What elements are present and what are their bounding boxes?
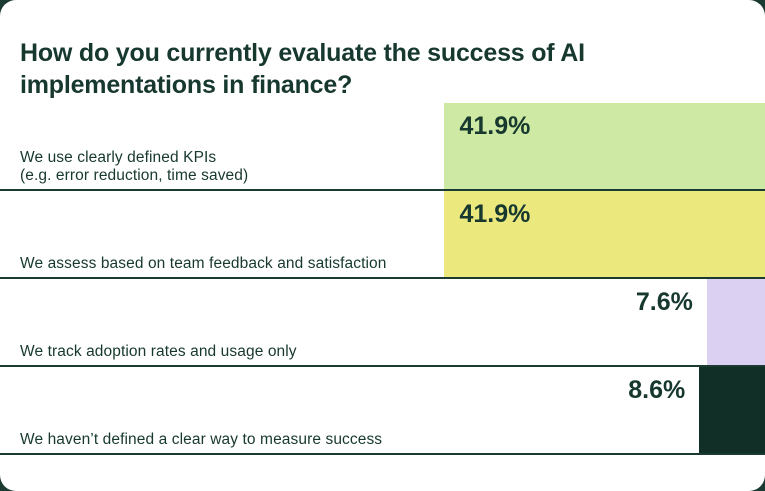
bar-category-line: We track adoption rates and usage only — [20, 343, 297, 360]
bar-category-line: We assess based on team feedback and sat… — [20, 255, 387, 272]
bar-category-label: We haven’t defined a clear way to measur… — [20, 431, 382, 449]
bar-row: 8.6% We haven’t defined a clear way to me… — [0, 367, 765, 455]
bar-category-line: (e.g. error reduction, time saved) — [20, 167, 249, 184]
bar: 41.9% — [444, 103, 765, 189]
bar-value-label: 41.9% — [459, 112, 531, 140]
bar-value-label: 8.6% — [628, 376, 686, 404]
bar-row: 41.9% We use clearly defined KPIs (e.g. er… — [0, 103, 765, 191]
bar-value-label: 7.6% — [635, 288, 693, 316]
bar-category-line: We haven’t defined a clear way to measur… — [20, 431, 383, 448]
bar-category-line: We use clearly defined KPIs — [20, 149, 217, 166]
bar-row: 41.9% We assess based on team feedback an… — [0, 191, 765, 279]
bar-category-label: We use clearly defined KPIs (e.g. error r… — [20, 149, 248, 185]
bar — [706, 279, 765, 365]
bar-value-label: 41.9% — [459, 200, 531, 228]
bar-chart: 41.9% We use clearly defined KPIs (e.g. er… — [0, 103, 765, 455]
bar-row: 7.6% We track adoption rates and usage on… — [0, 279, 765, 367]
page-title: How do you currently evaluate the succes… — [20, 38, 585, 99]
bar — [699, 367, 765, 453]
bar-category-label: We track adoption rates and usage only — [20, 343, 297, 361]
bar: 41.9% — [444, 191, 765, 277]
bar-category-label: We assess based on team feedback and sat… — [20, 255, 387, 273]
